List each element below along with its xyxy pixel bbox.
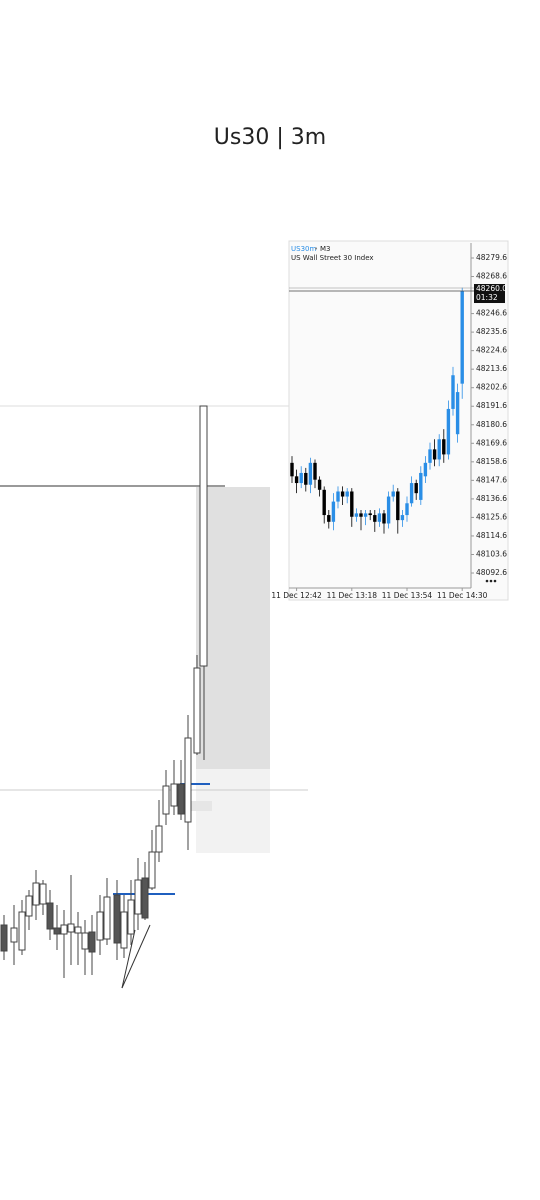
- y-tick-label: 48147.6: [476, 475, 507, 484]
- candle-body: [331, 501, 336, 522]
- candle-body: [350, 491, 354, 517]
- y-tick-label: 48169.6: [476, 438, 507, 447]
- y-tick-label: 48268.6: [476, 272, 507, 281]
- y-tick-label: 48213.6: [476, 364, 507, 373]
- candle-body: [290, 462, 294, 477]
- x-tick-label: 11 Dec 13:54: [382, 591, 433, 600]
- symbol: US30m: [291, 245, 316, 253]
- candle-body: [382, 513, 386, 524]
- separator: •: [314, 245, 318, 253]
- price-box: [474, 284, 505, 304]
- y-tick-label: 48103.6: [476, 549, 507, 558]
- candle-body: [327, 515, 331, 522]
- candle-body: [446, 408, 451, 455]
- candle-body: [432, 449, 437, 460]
- candle-body: [386, 496, 391, 524]
- x-tick-label: 11 Dec 13:18: [327, 591, 378, 600]
- candle-body: [308, 462, 313, 485]
- candle-body: [451, 375, 455, 409]
- left-chart: [0, 405, 308, 989]
- y-tick-label: 48136.6: [476, 494, 507, 503]
- candle-body: [340, 491, 345, 497]
- candle-body: [373, 515, 377, 522]
- countdown: 01:32: [476, 293, 498, 302]
- candle-body: [428, 449, 432, 463]
- candle-body: [359, 513, 363, 517]
- x-tick-label: 11 Dec 14:30: [437, 591, 488, 600]
- y-tick-label: 48114.6: [476, 531, 507, 540]
- subtitle: US Wall Street 30 Index: [291, 254, 374, 262]
- candle-body: [313, 462, 317, 480]
- candle-body: [409, 483, 414, 504]
- y-tick-label: 48092.6: [476, 568, 507, 577]
- candle-body: [304, 472, 308, 485]
- candle-body: [317, 479, 322, 490]
- y-tick-label: 48246.6: [476, 309, 507, 318]
- candle-body: [414, 483, 418, 494]
- candle-body: [400, 515, 405, 521]
- candle-body: [336, 491, 340, 502]
- candle-body: [368, 513, 372, 516]
- y-tick-label: 48235.6: [476, 327, 507, 336]
- candle-body: [345, 491, 349, 497]
- price-label: 48260.0: [476, 284, 507, 293]
- y-tick-label: 48202.6: [476, 383, 507, 392]
- y-tick-label: 48158.6: [476, 457, 507, 466]
- candle-body: [437, 439, 441, 460]
- candle-body: [391, 491, 395, 497]
- title: Us30 | 3m: [214, 125, 326, 150]
- candle-body: [405, 503, 409, 516]
- more-icon[interactable]: [485, 579, 497, 583]
- candle-body: [423, 462, 428, 477]
- plot: 48279.6 48268.6 48246.6 48235.6 48224.6 48213…: [271, 253, 507, 600]
- candle-body: [363, 513, 368, 517]
- candle-body: [396, 491, 400, 521]
- candle-body: [299, 472, 303, 484]
- x-tick-label: 11 Dec 12:42: [271, 591, 322, 600]
- candle-body: [442, 439, 446, 455]
- candle-body: [377, 513, 382, 522]
- timeframe: M3: [320, 245, 331, 253]
- candle-body: [455, 392, 460, 435]
- candle-body: [294, 476, 299, 484]
- y-tick-label: 48180.6: [476, 420, 507, 429]
- y-tick-label: 48125.6: [476, 512, 507, 521]
- y-tick-label: 48279.6: [476, 253, 507, 262]
- y-tick-label: 48224.6: [476, 346, 507, 355]
- candle-body: [460, 291, 464, 384]
- candle-body: [419, 472, 423, 500]
- candle-body: [322, 489, 326, 516]
- candle-body: [354, 513, 359, 517]
- y-tick-label: 48191.6: [476, 401, 507, 410]
